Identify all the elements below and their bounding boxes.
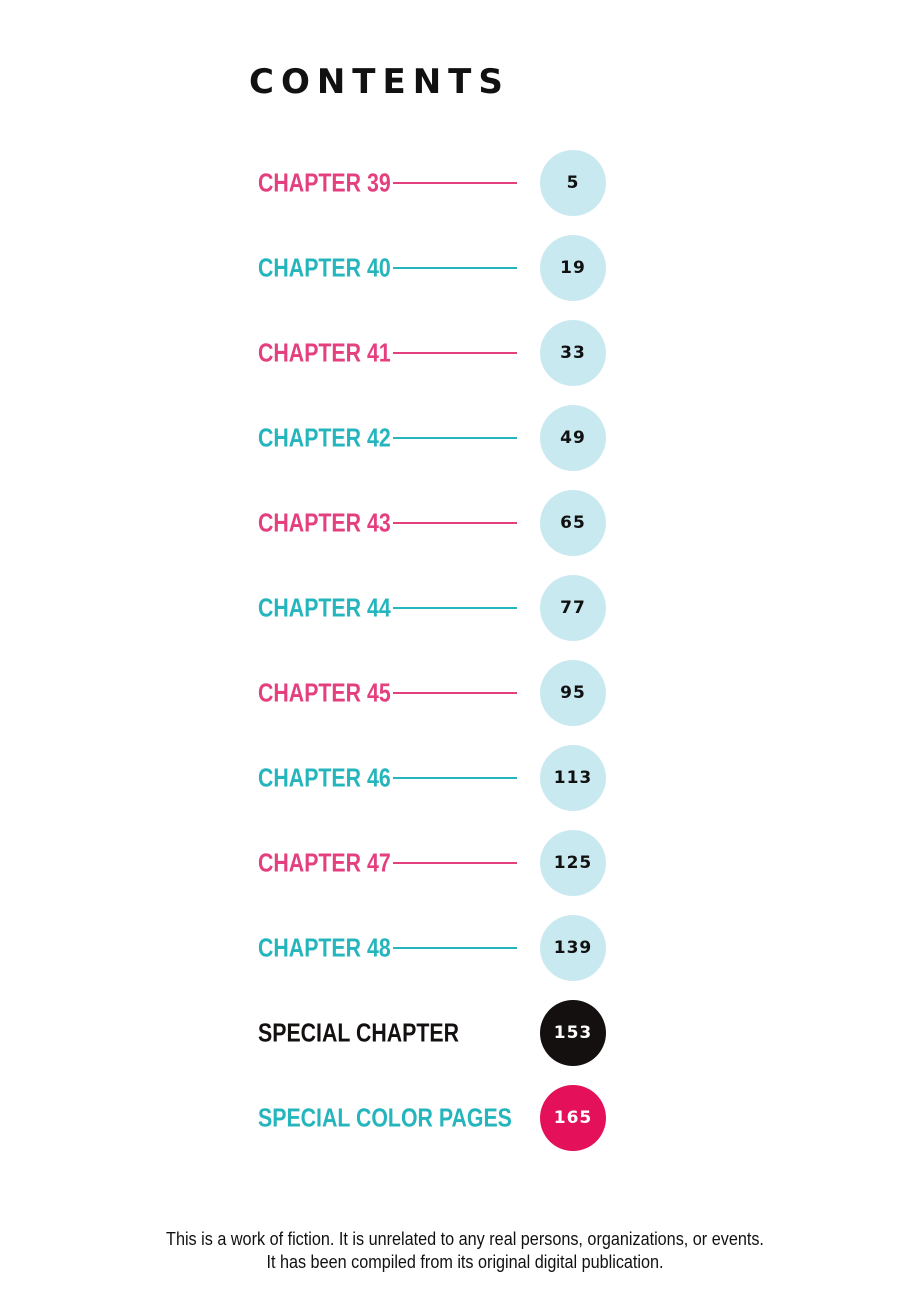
toc-entry-label: CHAPTER 42 bbox=[258, 422, 391, 453]
toc-entry[interactable]: CHAPTER 48 139 bbox=[0, 915, 914, 981]
toc-entry-label: SPECIAL CHAPTER bbox=[258, 1017, 459, 1048]
toc-entry[interactable]: CHAPTER 46 113 bbox=[0, 745, 914, 811]
toc-entry-label: CHAPTER 48 bbox=[258, 932, 391, 963]
page-number-badge: 49 bbox=[540, 405, 606, 471]
toc-entry[interactable]: CHAPTER 42 49 bbox=[0, 405, 914, 471]
page-number-badge: 165 bbox=[540, 1085, 606, 1151]
toc-entry[interactable]: CHAPTER 47 125 bbox=[0, 830, 914, 896]
toc-entry-label: CHAPTER 43 bbox=[258, 507, 391, 538]
toc-entry[interactable]: CHAPTER 44 77 bbox=[0, 575, 914, 641]
page-number-badge: 77 bbox=[540, 575, 606, 641]
toc-entry-label: CHAPTER 47 bbox=[258, 847, 391, 878]
leader-line bbox=[393, 267, 517, 269]
toc-entry[interactable]: CHAPTER 39 5 bbox=[0, 150, 914, 216]
disclaimer-line-2: It has been compiled from its original d… bbox=[266, 1252, 664, 1272]
toc-entry-label: CHAPTER 44 bbox=[258, 592, 391, 623]
page-number-badge: 33 bbox=[540, 320, 606, 386]
toc-entry-label: CHAPTER 39 bbox=[258, 167, 391, 198]
toc-entry[interactable]: CHAPTER 41 33 bbox=[0, 320, 914, 386]
toc-entry-label: CHAPTER 45 bbox=[258, 677, 391, 708]
page-number-badge: 19 bbox=[540, 235, 606, 301]
disclaimer-line-1: This is a work of fiction. It is unrelat… bbox=[166, 1229, 764, 1249]
leader-line bbox=[393, 522, 517, 524]
leader-line bbox=[393, 777, 517, 779]
toc-entry[interactable]: SPECIAL COLOR PAGES 165 bbox=[0, 1085, 914, 1151]
contents-title: CONTENTS bbox=[249, 62, 510, 102]
leader-line bbox=[393, 862, 517, 864]
page-number-badge: 113 bbox=[540, 745, 606, 811]
toc-entry[interactable]: SPECIAL CHAPTER 153 bbox=[0, 1000, 914, 1066]
page-number-badge: 5 bbox=[540, 150, 606, 216]
toc-entry-label: CHAPTER 40 bbox=[258, 252, 391, 283]
page-number-badge: 139 bbox=[540, 915, 606, 981]
leader-line bbox=[393, 182, 517, 184]
leader-line bbox=[393, 352, 517, 354]
leader-line bbox=[393, 692, 517, 694]
page-number-badge: 125 bbox=[540, 830, 606, 896]
toc-entry[interactable]: CHAPTER 45 95 bbox=[0, 660, 914, 726]
toc-entry[interactable]: CHAPTER 40 19 bbox=[0, 235, 914, 301]
page-number-badge: 95 bbox=[540, 660, 606, 726]
leader-line bbox=[393, 437, 517, 439]
toc-entry[interactable]: CHAPTER 43 65 bbox=[0, 490, 914, 556]
page-number-badge: 65 bbox=[540, 490, 606, 556]
toc-entry-label: CHAPTER 41 bbox=[258, 337, 391, 368]
leader-line bbox=[393, 607, 517, 609]
toc-entry-label: SPECIAL COLOR PAGES bbox=[258, 1102, 512, 1133]
leader-line bbox=[393, 947, 517, 949]
toc-entry-label: CHAPTER 46 bbox=[258, 762, 391, 793]
page-number-badge: 153 bbox=[540, 1000, 606, 1066]
